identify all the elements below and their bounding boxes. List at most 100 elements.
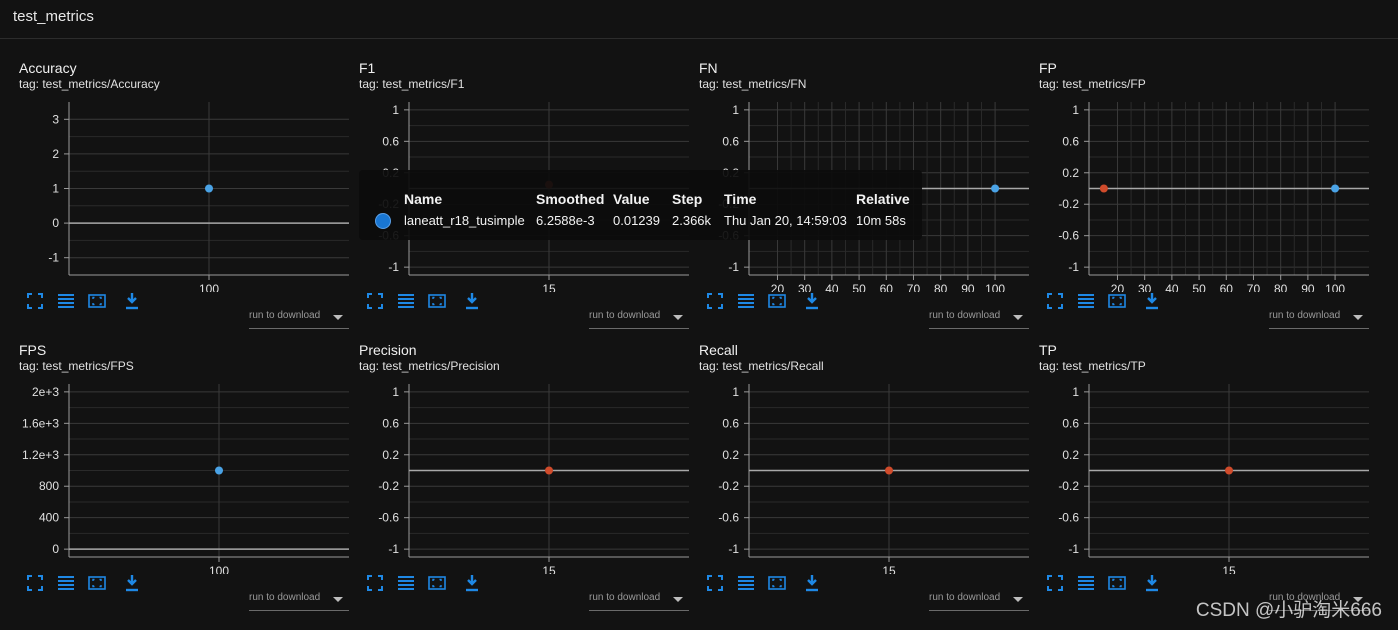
fullscreen-button[interactable] [26,574,46,594]
chart-title: Accuracy [19,60,77,76]
y-tick-label: -1 [1068,260,1079,274]
fit-domain-button[interactable] [1108,292,1128,312]
fullscreen-button[interactable] [1046,292,1066,312]
tooltip-step: 2.366k [672,213,712,228]
y-tick-label: 1 [732,385,739,399]
x-tick-label: 70 [907,282,921,292]
tooltip-value: 0.01239 [613,213,660,228]
plot-area[interactable]: 1 0.6 0.2 -0.2 -0.6 -1 15 [680,374,1032,574]
x-tick-label: 60 [880,282,894,292]
download-format-select[interactable]: run to download [1269,588,1369,611]
y-tick-label: 1 [392,385,399,399]
toggle-log-scale-button[interactable] [57,292,77,312]
download-format-select[interactable]: run to download [589,588,689,611]
y-tick-label: 0.6 [382,134,399,148]
y-tick-label: -0.2 [378,479,399,493]
x-tick-label: 20 [771,282,785,292]
chart-tag: tag: test_metrics/FN [699,77,807,91]
chart-tag: tag: test_metrics/FP [1039,77,1146,91]
chart-tag: tag: test_metrics/Recall [699,359,824,373]
fullscreen-icon [366,575,384,596]
download-button[interactable] [803,292,823,312]
data-point[interactable] [1099,184,1108,193]
y-tick-label: 1 [732,103,739,117]
chart-tag: tag: test_metrics/Accuracy [19,77,160,91]
list-icon [737,294,755,314]
fullscreen-button[interactable] [26,292,46,312]
hover-tooltip: Name Smoothed Value Step Time Relative l… [359,170,922,240]
fit-domain-button[interactable] [88,574,108,594]
chart-title: FPS [19,342,47,358]
y-tick-label: -1 [388,542,399,556]
fit-domain-button[interactable] [768,292,788,312]
download-button[interactable] [463,292,483,312]
toggle-log-scale-button[interactable] [397,292,417,312]
fit-domain-button[interactable] [428,574,448,594]
fit-domain-button[interactable] [1108,574,1128,594]
chart-tag: tag: test_metrics/FPS [19,359,134,373]
download-button[interactable] [803,574,823,594]
fit-domain-button[interactable] [428,292,448,312]
toggle-log-scale-button[interactable] [1077,292,1097,312]
x-tick-label: 70 [1247,282,1261,292]
fullscreen-button[interactable] [706,292,726,312]
data-point[interactable] [205,184,213,193]
fullscreen-button[interactable] [366,292,386,312]
fullscreen-button[interactable] [366,574,386,594]
fullscreen-button[interactable] [1046,574,1066,594]
data-point[interactable] [885,466,893,475]
toggle-log-scale-button[interactable] [737,574,757,594]
x-tick-label: 100 [199,282,219,292]
chart-title: TP [1039,342,1057,358]
download-format-select[interactable]: run to download [929,588,1029,611]
tooltip-header-step: Step [672,191,703,207]
list-icon [57,294,75,314]
fit-domain-icon [768,576,786,596]
toggle-log-scale-button[interactable] [737,292,757,312]
fit-domain-button[interactable] [768,574,788,594]
fit-domain-button[interactable] [88,292,108,312]
download-format-select[interactable]: run to download [1269,306,1369,329]
data-point[interactable] [545,466,553,475]
data-point[interactable] [1331,184,1340,193]
plot-area[interactable]: 3 2 1 0 -1 100 [0,92,352,292]
toggle-log-scale-button[interactable] [57,574,77,594]
plot-area[interactable]: 1 0.6 0.2 -0.2 -0.6 -1 15 [1020,374,1372,574]
download-button[interactable] [123,292,143,312]
download-icon [463,293,481,314]
y-tick-label: 0.2 [1062,166,1079,180]
data-point[interactable] [1225,466,1233,475]
y-tick-label: 0 [52,216,59,230]
download-format-select[interactable]: run to download [249,588,349,611]
y-tick-label: -1 [1068,542,1079,556]
chevron-down-icon [1013,597,1023,602]
download-select-label: run to download [249,592,321,603]
data-point[interactable] [215,466,223,475]
fullscreen-button[interactable] [706,574,726,594]
download-button[interactable] [463,574,483,594]
download-format-select[interactable]: run to download [929,306,1029,329]
fit-domain-icon [768,294,786,314]
toggle-log-scale-button[interactable] [397,574,417,594]
x-tick-label: 100 [1325,282,1345,292]
download-button[interactable] [1143,574,1163,594]
x-tick-label: 40 [825,282,839,292]
download-format-select[interactable]: run to download [249,306,349,329]
y-tick-label: 0.2 [382,448,399,462]
x-tick-label: 15 [542,282,556,292]
x-tick-label: 90 [961,282,975,292]
list-icon [1077,294,1095,314]
download-button[interactable] [123,574,143,594]
plot-area[interactable]: 1 0.6 0.2 -0.2 -0.6 -1 20 30 40 50 60 70 80 90 100 [1020,92,1372,292]
y-tick-label: -1 [388,260,399,274]
plot-area[interactable]: 2e+3 1.6e+3 1.2e+3 800 400 0 100 [0,374,352,574]
toggle-log-scale-button[interactable] [1077,574,1097,594]
fit-domain-icon [88,294,106,314]
chart-title: FP [1039,60,1057,76]
download-button[interactable] [1143,292,1163,312]
download-select-label: run to download [1269,310,1341,321]
plot-area[interactable]: 1 0.6 0.2 -0.2 -0.6 -1 15 [340,374,692,574]
chart-card-precision: Precision tag: test_metrics/Precision 1 0.6… [340,322,689,611]
data-point[interactable] [991,184,1000,193]
download-format-select[interactable]: run to download [589,306,689,329]
